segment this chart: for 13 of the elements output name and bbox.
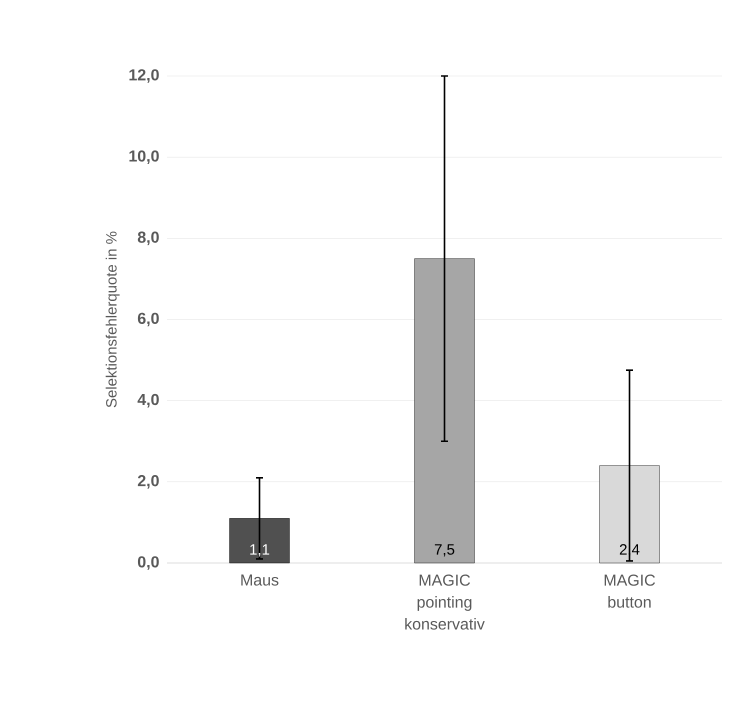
y-tick-label: 2,0 xyxy=(138,475,159,489)
y-axis-title: Selektionsfehlerquote in % xyxy=(106,232,120,408)
y-tick-label: 12,0 xyxy=(129,69,159,83)
y-tick-label: 4,0 xyxy=(138,394,159,408)
x-tick-label: MAGIC button xyxy=(604,574,656,608)
data-label: 7,5 xyxy=(434,544,454,556)
y-tick-label: 10,0 xyxy=(129,150,159,164)
data-label: 1,1 xyxy=(250,544,270,556)
x-tick-label: MAGIC pointing konservativ xyxy=(405,574,485,630)
y-tick-label: 6,0 xyxy=(138,312,159,326)
x-tick-label: Maus xyxy=(241,574,278,586)
y-tick-label: 8,0 xyxy=(138,232,159,246)
y-tick-label: 0,0 xyxy=(138,556,159,570)
